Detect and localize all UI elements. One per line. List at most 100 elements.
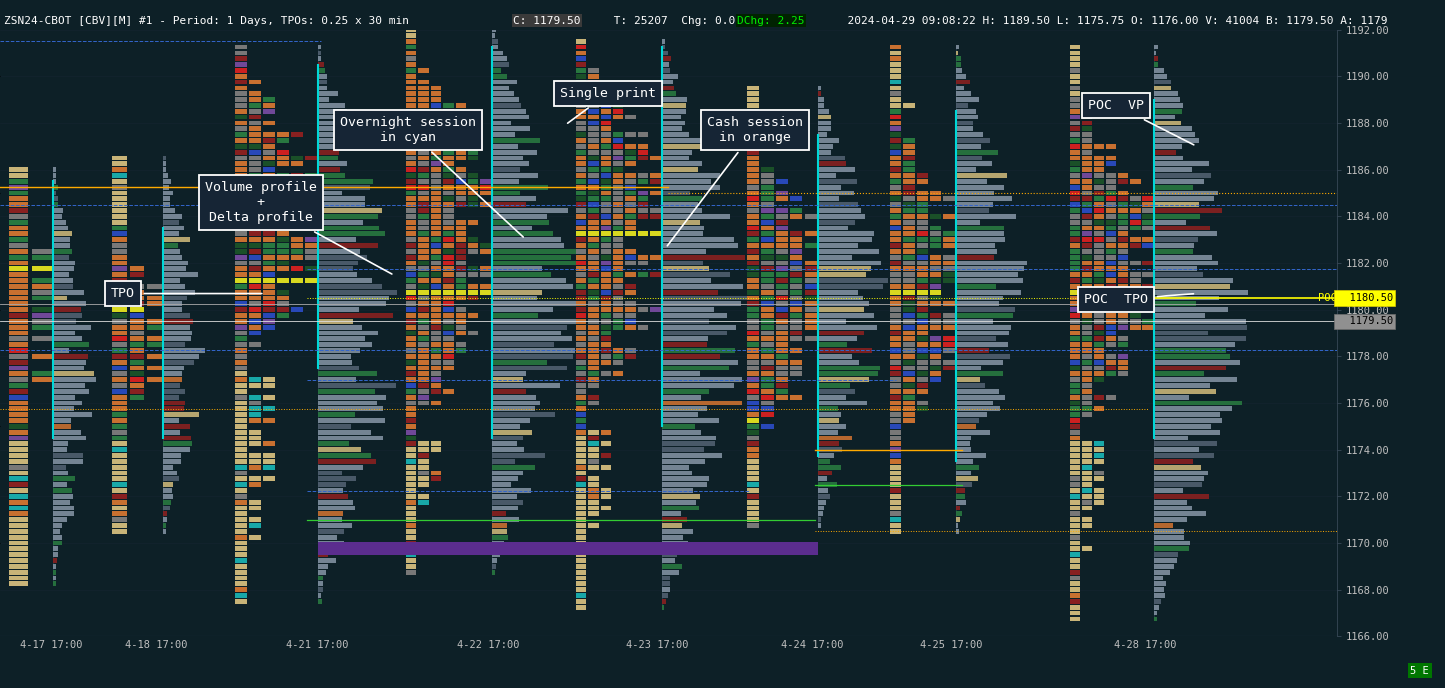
Bar [776,261,788,266]
Bar [601,430,611,435]
Bar [1071,308,1081,312]
Text: POC: POC [1318,293,1337,303]
Bar [491,208,568,213]
Bar [406,62,416,67]
Bar [9,202,29,207]
Bar [9,377,29,382]
Bar [491,255,571,259]
Bar [163,249,181,254]
Bar [955,243,994,248]
Bar [444,214,454,219]
Bar [890,319,902,324]
Bar [1082,162,1092,166]
Bar [776,301,788,306]
Bar [613,284,623,289]
Bar [1094,185,1104,189]
Bar [406,488,416,493]
Bar [890,529,902,534]
Bar [1153,144,1182,149]
Bar [818,365,880,370]
Bar [1071,231,1081,236]
Bar [575,465,587,470]
Bar [491,488,532,493]
Bar [163,499,171,504]
Bar [955,115,978,120]
Bar [163,418,179,423]
Bar [491,546,499,551]
Bar [916,308,928,312]
Bar [662,511,681,516]
Bar [249,407,262,411]
Bar [662,191,691,195]
Bar [1082,226,1092,230]
Bar [588,296,598,301]
Bar [236,511,247,516]
Bar [1094,342,1104,347]
Bar [431,249,441,254]
Bar [890,226,902,230]
Bar [916,255,928,259]
Bar [236,80,247,85]
Bar [236,261,247,266]
Bar [1071,127,1081,131]
Bar [249,325,262,330]
Bar [1071,517,1081,522]
Bar [790,308,802,312]
Bar [575,488,587,493]
Bar [1082,389,1092,394]
Bar [1094,488,1104,493]
Bar [955,383,985,388]
Bar [903,400,915,405]
Bar [1143,272,1153,277]
Bar [163,482,173,487]
Bar [236,208,247,213]
Bar [9,488,29,493]
Bar [931,372,941,376]
Bar [890,482,902,487]
Bar [1094,360,1104,365]
Bar [931,313,941,318]
Bar [455,226,467,230]
Bar [406,471,416,475]
Bar [318,447,361,452]
Bar [53,372,94,376]
Bar [1082,296,1092,301]
Bar [955,511,962,516]
Bar [1071,319,1081,324]
Bar [1153,45,1157,50]
Bar [1153,208,1221,213]
Bar [53,354,88,358]
Bar [575,372,587,376]
Bar [955,488,965,493]
Bar [955,354,1010,358]
Bar [588,372,598,376]
Bar [491,459,514,464]
Bar [277,226,289,230]
Bar [444,179,454,184]
Bar [419,97,429,102]
Bar [431,377,441,382]
Bar [662,120,685,125]
Bar [1153,214,1199,219]
Bar [1082,255,1092,259]
Bar [292,179,303,184]
Bar [588,231,598,236]
Bar [805,243,816,248]
Bar [662,68,670,73]
Bar [163,523,166,528]
Bar [1153,237,1198,242]
Bar [575,377,587,382]
Bar [662,418,720,423]
Bar [916,214,928,219]
Bar [236,185,247,189]
Bar [277,296,289,301]
Bar [662,237,734,242]
Bar [601,284,611,289]
Text: Cash session
in orange: Cash session in orange [668,116,803,246]
Bar [53,447,66,452]
Bar [613,162,623,166]
Bar [1094,331,1104,335]
Bar [9,243,29,248]
Bar [1153,564,1173,569]
Bar [318,162,347,166]
